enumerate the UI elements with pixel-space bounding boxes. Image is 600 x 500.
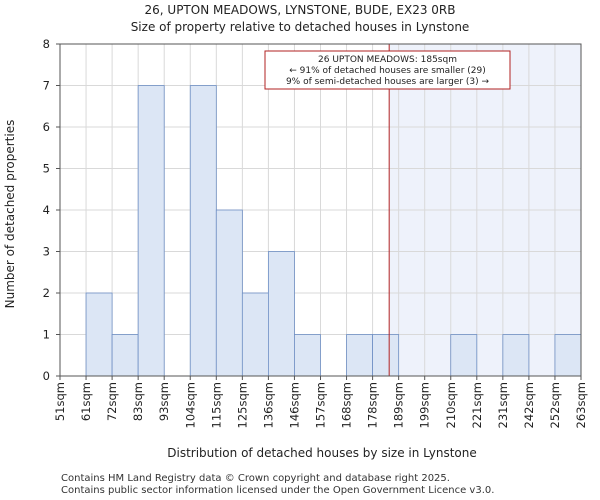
annotation-line: ← 91% of detached houses are smaller (29… bbox=[289, 66, 486, 76]
y-tick-label: 4 bbox=[43, 203, 50, 217]
x-tick-label: 115sqm bbox=[209, 382, 223, 428]
x-tick-label: 231sqm bbox=[496, 382, 510, 428]
x-tick-label: 157sqm bbox=[314, 382, 328, 428]
histogram-bar bbox=[189, 85, 217, 377]
x-tick-label: 146sqm bbox=[287, 382, 301, 428]
y-axis-label: Number of detached properties bbox=[3, 120, 17, 309]
y-tick-label: 3 bbox=[43, 245, 50, 259]
histogram-bar bbox=[137, 85, 165, 377]
histogram-bar bbox=[267, 251, 295, 377]
marker-layer: 26 UPTON MEADOWS: 185sqm← 91% of detache… bbox=[264, 44, 511, 376]
x-tick-label: 252sqm bbox=[548, 382, 562, 428]
x-tick-label: 210sqm bbox=[444, 382, 458, 428]
x-tick-label: 61sqm bbox=[79, 382, 93, 421]
x-tick-label: 93sqm bbox=[157, 382, 171, 421]
x-tick-label: 199sqm bbox=[418, 382, 432, 428]
histogram-bar bbox=[294, 334, 321, 377]
x-tick-label: 168sqm bbox=[340, 382, 354, 428]
x-tick-label: 51sqm bbox=[53, 382, 67, 421]
x-tick-label: 104sqm bbox=[183, 382, 197, 428]
x-tick-label: 125sqm bbox=[235, 382, 249, 428]
y-tick-label: 2 bbox=[43, 286, 50, 300]
x-axis-label: Distribution of detached houses by size … bbox=[167, 446, 476, 460]
y-tick-label: 0 bbox=[43, 369, 50, 383]
histogram-bar bbox=[502, 334, 530, 377]
x-tick-label: 221sqm bbox=[470, 382, 484, 428]
histogram-bar bbox=[241, 292, 269, 377]
x-tick-label: 242sqm bbox=[522, 382, 536, 428]
histogram-chart: 26 UPTON MEADOWS: 185sqm← 91% of detache… bbox=[3, 37, 588, 460]
histogram-bar bbox=[111, 334, 139, 377]
annotation-line: 9% of semi-detached houses are larger (3… bbox=[286, 77, 490, 87]
y-tick-label: 1 bbox=[43, 328, 50, 342]
y-tick-label: 5 bbox=[43, 162, 50, 176]
histogram-bar bbox=[346, 334, 373, 377]
axis-layer: 0 1 2 3 4 5 6 7 8 51sqm 61sqm 72sqm 83sqm 93sqm 104sqm… bbox=[43, 37, 588, 428]
y-tick-label: 7 bbox=[43, 79, 50, 93]
bar-layer bbox=[85, 85, 582, 377]
histogram-bar bbox=[85, 292, 113, 377]
x-tick-label: 72sqm bbox=[105, 382, 119, 421]
histogram-bar bbox=[554, 334, 582, 377]
y-tick-label: 6 bbox=[43, 120, 50, 134]
y-tick-label: 8 bbox=[43, 37, 50, 51]
footer-attribution-2: Contains public sector information licen… bbox=[61, 485, 495, 496]
histogram-bar bbox=[372, 334, 400, 377]
histogram-bar bbox=[215, 209, 243, 377]
footer-attribution-1: Contains HM Land Registry data © Crown c… bbox=[61, 473, 450, 484]
x-tick-label: 263sqm bbox=[574, 382, 588, 428]
annotation-box bbox=[264, 50, 511, 90]
x-tick-label: 83sqm bbox=[131, 382, 145, 421]
chart-title: 26, UPTON MEADOWS, LYNSTONE, BUDE, EX23 … bbox=[144, 3, 456, 17]
x-tick-label: 189sqm bbox=[392, 382, 406, 428]
annotation-line: 26 UPTON MEADOWS: 185sqm bbox=[318, 55, 457, 65]
chart-subtitle: Size of property relative to detached ho… bbox=[130, 20, 470, 34]
x-tick-label: 178sqm bbox=[366, 382, 380, 428]
histogram-bar bbox=[450, 334, 478, 377]
x-tick-label: 136sqm bbox=[261, 382, 275, 428]
